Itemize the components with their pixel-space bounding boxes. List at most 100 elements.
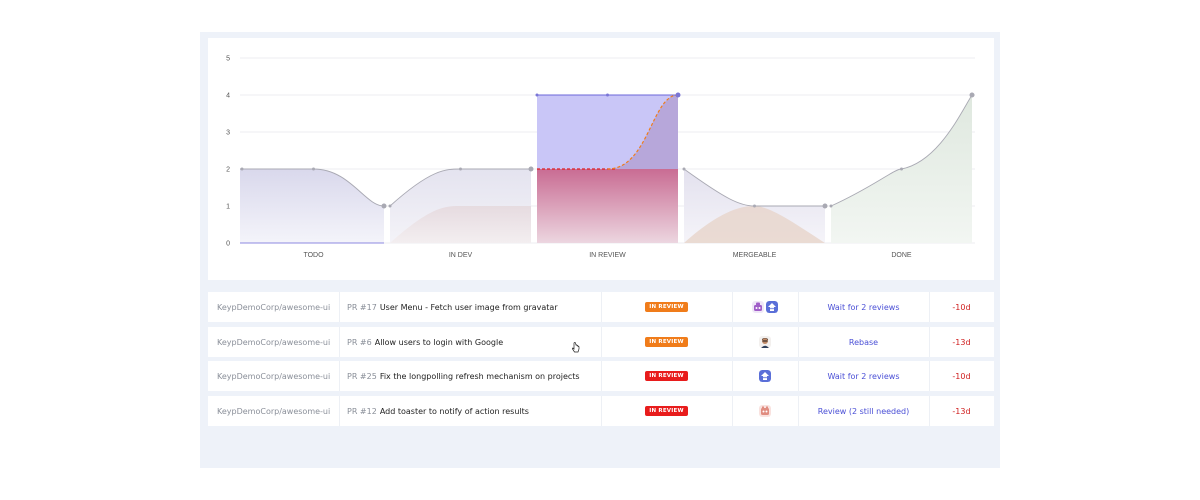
data-point	[682, 167, 686, 171]
age-value: -10d	[952, 302, 971, 312]
pr-number: PR #17	[347, 302, 377, 312]
series-line-trend	[240, 94, 973, 207]
data-point	[969, 92, 975, 98]
data-point	[528, 166, 534, 172]
repo-name: KeypDemoCorp/awesome-ui	[217, 371, 331, 381]
area-in-review-ramp	[607, 95, 678, 169]
y-tick-label: 3	[226, 130, 230, 137]
reviewers-cell	[732, 396, 798, 426]
pr-title: User Menu - Fetch user image from gravat…	[379, 302, 558, 312]
next-action-link[interactable]: Review (2 still needed)	[817, 406, 910, 416]
table-row[interactable]: KeypDemoCorp/awesome-ui PR #12 Add toaster…	[208, 396, 994, 426]
x-tick-label: DONE	[891, 252, 912, 259]
mouse-pointer-icon	[571, 342, 580, 353]
repo-name: KeypDemoCorp/awesome-ui	[217, 406, 331, 416]
bar-in-review-bottom	[537, 169, 678, 243]
column-divider	[929, 327, 930, 357]
next-action-link[interactable]: Wait for 2 reviews	[827, 302, 900, 312]
pr-title: Allow users to login with Google	[374, 337, 504, 347]
status-cell: IN REVIEW	[601, 361, 732, 391]
bar-mergeable-low	[684, 206, 825, 243]
data-point	[606, 93, 609, 97]
status-badge: IN REVIEW	[645, 337, 688, 347]
pr-title-link[interactable]: PR #6 Allow users to login with Google	[347, 327, 503, 357]
flow-chart-card: 0 1 2 3 4 5 TODO IN DEV IN REVIEW MERGEABLE DONE	[208, 38, 994, 280]
status-cell: IN REVIEW	[601, 292, 732, 322]
x-tick-label: TODO	[303, 252, 324, 259]
y-tick-label: 1	[226, 204, 230, 211]
y-tick-label: 4	[226, 93, 230, 100]
column-divider	[929, 361, 930, 391]
y-tick-label: 5	[226, 56, 230, 63]
data-point	[753, 204, 756, 208]
data-point	[459, 167, 462, 171]
flow-chart: 0 1 2 3 4 5 TODO IN DEV IN REVIEW MERGEABLE DONE	[226, 56, 975, 259]
column-divider	[798, 327, 799, 357]
column-divider	[339, 396, 340, 426]
pr-number: PR #25	[347, 371, 377, 381]
x-tick-label: IN DEV	[449, 252, 473, 259]
column-divider	[339, 327, 340, 357]
column-divider	[339, 361, 340, 391]
table-row[interactable]: KeypDemoCorp/awesome-ui PR #25 Fix the lon…	[208, 361, 994, 391]
reviewers-cell	[732, 292, 798, 322]
pr-title: Fix the longpolling refresh mechanism on…	[379, 371, 580, 381]
column-divider	[601, 292, 602, 322]
column-divider	[601, 361, 602, 391]
status-badge: IN REVIEW	[645, 371, 688, 381]
age-value: -13d	[952, 406, 971, 416]
robot-avatar-blue[interactable]	[766, 301, 778, 313]
pr-number: PR #12	[347, 406, 377, 416]
status-cell: IN REVIEW	[601, 396, 732, 426]
status-badge: IN REVIEW	[645, 302, 688, 312]
column-divider	[732, 361, 733, 391]
robot-avatar-pink[interactable]	[759, 405, 771, 417]
table-row[interactable]: KeypDemoCorp/awesome-ui PR #17 User Menu -…	[208, 292, 994, 322]
data-point	[381, 203, 387, 209]
data-point	[240, 167, 244, 171]
reviewers-cell	[732, 327, 798, 357]
table-row[interactable]: KeypDemoCorp/awesome-ui PR #6 Allow users …	[208, 327, 994, 357]
data-point	[312, 167, 315, 171]
pr-title-link[interactable]: PR #25 Fix the longpolling refresh mechan…	[347, 361, 580, 391]
column-divider	[732, 292, 733, 322]
status-badge: IN REVIEW	[645, 406, 688, 416]
x-tick-label: IN REVIEW	[589, 252, 626, 259]
data-point	[829, 204, 833, 208]
pr-title: Add toaster to notify of action results	[379, 406, 529, 416]
reviewers-cell	[732, 361, 798, 391]
data-point	[822, 203, 828, 209]
column-divider	[732, 327, 733, 357]
column-divider	[798, 292, 799, 322]
robot-avatar-blue[interactable]	[759, 370, 771, 382]
column-divider	[732, 396, 733, 426]
column-divider	[929, 396, 930, 426]
data-point	[675, 92, 681, 98]
y-tick-label: 0	[226, 241, 230, 248]
repo-name: KeypDemoCorp/awesome-ui	[217, 302, 331, 312]
column-divider	[339, 292, 340, 322]
column-divider	[929, 292, 930, 322]
column-divider	[798, 361, 799, 391]
robot-avatar-purple[interactable]	[752, 301, 764, 313]
data-point	[535, 93, 539, 97]
next-action-link[interactable]: Wait for 2 reviews	[827, 371, 900, 381]
column-divider	[601, 327, 602, 357]
person-avatar[interactable]	[759, 336, 771, 348]
dashboard-panel: 0 1 2 3 4 5 TODO IN DEV IN REVIEW MERGEABLE DONE K…	[200, 32, 1000, 468]
age-value: -10d	[952, 371, 971, 381]
status-cell: IN REVIEW	[601, 327, 732, 357]
age-value: -13d	[952, 337, 971, 347]
data-point	[900, 167, 903, 171]
column-divider	[601, 396, 602, 426]
next-action-link[interactable]: Rebase	[848, 337, 879, 347]
pr-title-link[interactable]: PR #12 Add toaster to notify of action re…	[347, 396, 529, 426]
column-divider	[798, 396, 799, 426]
bar-in-dev-low	[390, 206, 531, 243]
series-line-in-review-ramp	[607, 94, 679, 170]
repo-name: KeypDemoCorp/awesome-ui	[217, 337, 331, 347]
x-tick-label: MERGEABLE	[733, 252, 777, 259]
pr-title-link[interactable]: PR #17 User Menu - Fetch user image from …	[347, 292, 558, 322]
y-tick-label: 2	[226, 167, 230, 174]
data-point	[388, 204, 392, 208]
